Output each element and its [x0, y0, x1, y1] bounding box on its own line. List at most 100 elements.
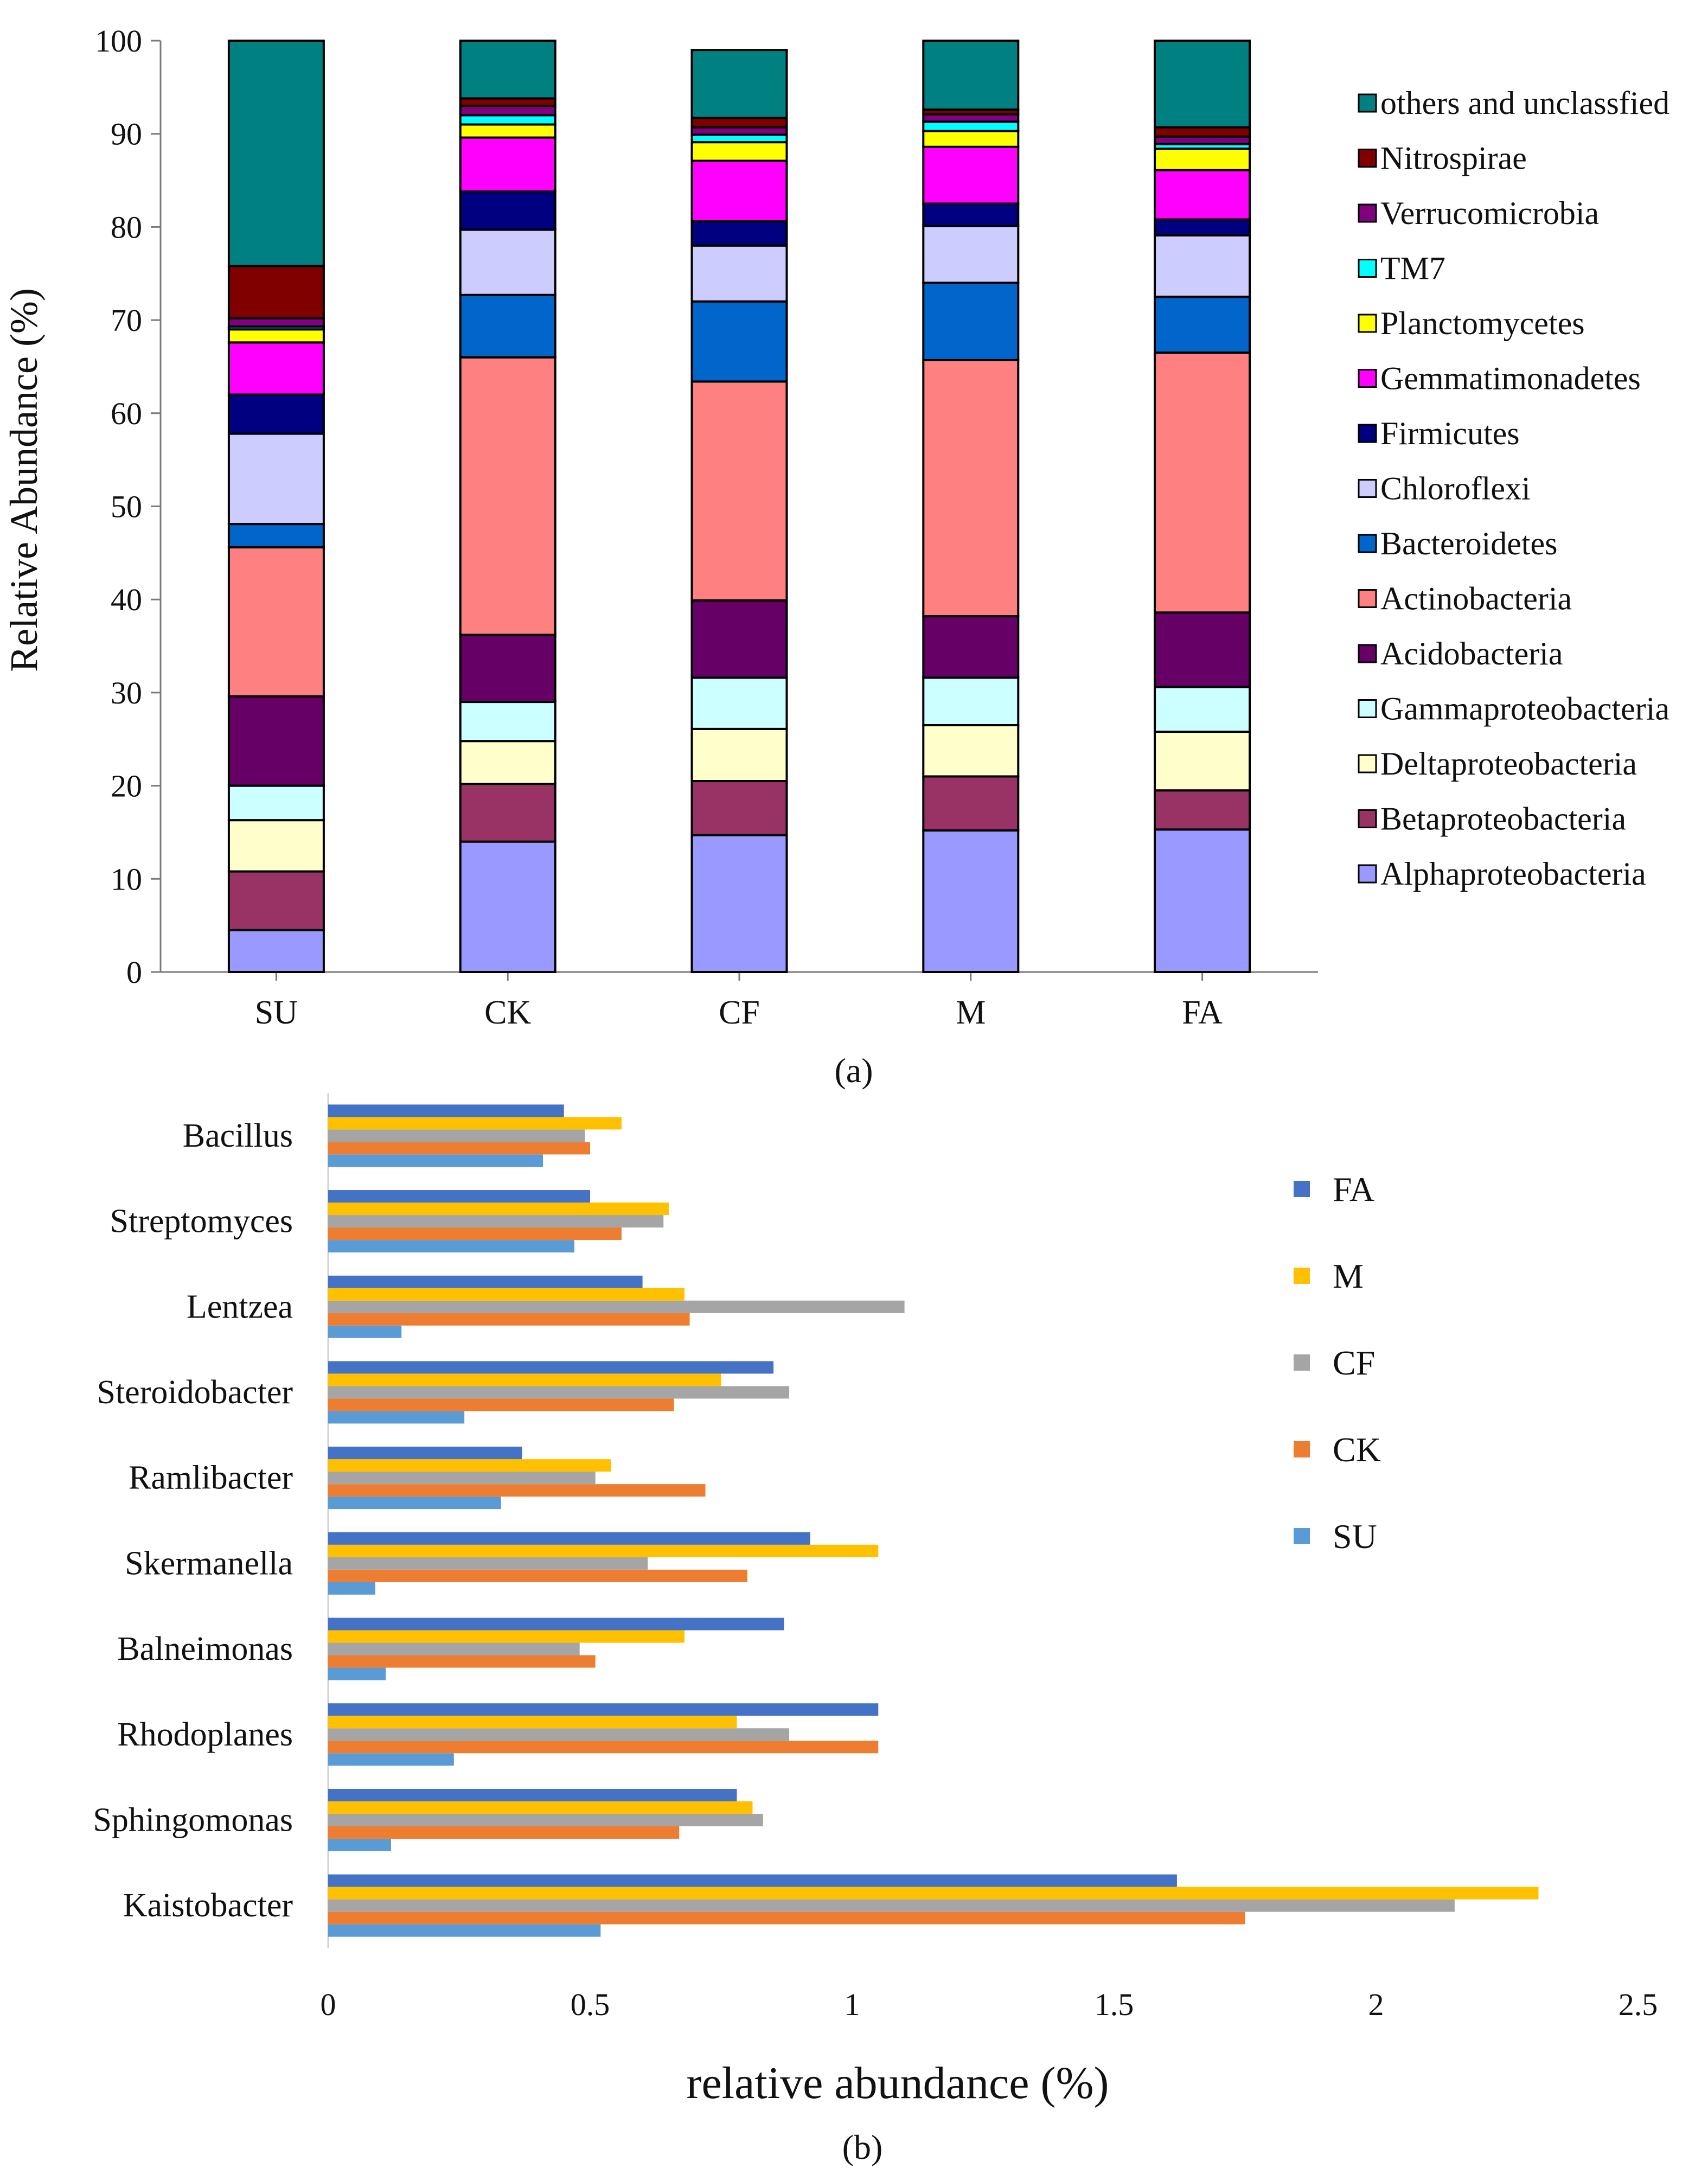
bar-segment-fa-actinobacteria: [1154, 351, 1251, 614]
panel-a-y-axis-title: Relative Abundance (%): [2, 288, 46, 672]
bar-segment-ck-betaproteobacteria: [459, 783, 556, 843]
panel-a-x-tick-label: FA: [1182, 994, 1223, 1031]
bar-sphingomonas-m: [328, 1801, 753, 1814]
bar-kaistobacter-m: [328, 1887, 1539, 1900]
bar-segment-cf-nitrospirae: [690, 117, 788, 129]
panel-a-y-tick-label: 40: [111, 582, 142, 617]
bar-streptomyces-m: [328, 1203, 669, 1216]
bar-segment-m-others-and-unclassfied: [922, 40, 1020, 111]
bar-segment-su-betaproteobacteria: [227, 870, 325, 931]
bar-segment-cf-planctomycetes: [690, 141, 788, 162]
bar-kaistobacter-su: [328, 1924, 601, 1937]
legend-label-verrucomicrobia: Verrucomicrobia: [1380, 195, 1599, 231]
bar-lentzea-fa: [328, 1275, 643, 1288]
legend-swatch-fa: [1294, 1181, 1310, 1197]
panel-b-x-axis-title: relative abundance (%): [687, 2058, 1109, 2108]
panel-b-category-label: Ramlibacter: [129, 1460, 293, 1497]
panel-b-category-label: Balneimonas: [117, 1630, 293, 1667]
legend-label-actinobacteria: Actinobacteria: [1380, 581, 1572, 617]
legend-label-betaproteobacteria: Betaproteobacteria: [1380, 801, 1626, 837]
legend-label-acidobacteria: Acidobacteria: [1380, 636, 1563, 672]
legend-swatch-alphaproteobacteria: [1358, 864, 1377, 884]
bar-segment-cf-chloroflexi: [690, 244, 788, 303]
legend-label-firmicutes: Firmicutes: [1380, 415, 1520, 451]
legend-label-chloroflexi: Chloroflexi: [1380, 471, 1531, 507]
panel-a-y-tick-label: 90: [111, 117, 142, 152]
panel-a-bars: [227, 40, 1251, 973]
bar-lentzea-su: [328, 1325, 402, 1338]
bar-lentzea-ck: [328, 1313, 690, 1326]
bar-sphingomonas-ck: [328, 1826, 680, 1839]
bar-segment-ck-alphaproteobacteria: [459, 840, 556, 973]
legend-label-gammaproteobacteria: Gammaproteobacteria: [1380, 691, 1669, 727]
bar-sphingomonas-cf: [328, 1813, 763, 1826]
panel-a-y-tick-label: 30: [111, 675, 142, 711]
bar-segment-su-planctomycetes: [227, 328, 325, 344]
bar-rhodoplanes-ck: [328, 1741, 879, 1754]
bar-segment-ck-bacteroidetes: [459, 293, 556, 359]
bar-segment-cf-gemmatimonadetes: [690, 159, 788, 223]
bar-kaistobacter-ck: [328, 1911, 1245, 1924]
bar-segment-m-deltaproteobacteria: [922, 724, 1020, 778]
bar-segment-ck-gammaproteobacteria: [459, 701, 556, 743]
bar-segment-cf-tm7: [690, 133, 788, 144]
panel-a-x-tick-label: SU: [255, 994, 298, 1031]
bar-segment-fa-acidobacteria: [1154, 611, 1251, 688]
panel-b-x-tick-label: 1.5: [1095, 1987, 1134, 2022]
bar-streptomyces-su: [328, 1240, 575, 1253]
legend-swatch-bacteroidetes: [1358, 534, 1377, 553]
legend-swatch-m: [1294, 1268, 1310, 1284]
bar-segment-cf-bacteroidetes: [690, 300, 788, 383]
bar-rhodoplanes-cf: [328, 1728, 790, 1741]
bar-skermanella-m: [328, 1544, 879, 1557]
panel-b-x-tick-label: 2.5: [1619, 1987, 1658, 2022]
bar-segment-su-verrucomicrobia: [227, 317, 325, 328]
bar-segment-ck-gemmatimonadetes: [459, 136, 556, 193]
bar-segment-m-betaproteobacteria: [922, 775, 1020, 832]
bar-segment-su-gemmatimonadetes: [227, 341, 325, 396]
panel-a-legend: others and unclassfied Nitrospirae Verruco…: [1358, 85, 1669, 892]
bar-segment-fa-betaproteobacteria: [1154, 789, 1251, 831]
bar-segment-m-alphaproteobacteria: [922, 829, 1020, 973]
legend-label-fa: FA: [1333, 1170, 1374, 1209]
panel-a-y-tick-label: 10: [111, 861, 142, 897]
legend-label-su: SU: [1333, 1517, 1377, 1556]
legend-label-cf: CF: [1333, 1344, 1375, 1382]
bar-streptomyces-ck: [328, 1227, 622, 1241]
bar-segment-su-alphaproteobacteria: [227, 929, 325, 973]
bar-segment-m-gammaproteobacteria: [922, 676, 1020, 726]
bar-segment-ck-tm7: [459, 114, 556, 126]
legend-swatch-ck: [1294, 1441, 1310, 1457]
panel-a-x-tick-label: CK: [484, 994, 531, 1031]
bar-lentzea-cf: [328, 1300, 905, 1313]
panel-b-x-tick-label: 2: [1368, 1987, 1384, 2022]
bar-segment-cf-others-and-unclassfied: [690, 49, 788, 119]
bar-segment-fa-nitrospirae: [1154, 126, 1251, 138]
bar-kaistobacter-fa: [328, 1874, 1177, 1887]
bar-balneimonas-fa: [328, 1617, 784, 1630]
legend-label-deltaproteobacteria: Deltaproteobacteria: [1380, 746, 1637, 782]
bar-skermanella-fa: [328, 1532, 810, 1545]
legend-label-gemmatimonadetes: Gemmatimonadetes: [1380, 361, 1641, 397]
bar-rhodoplanes-fa: [328, 1703, 879, 1716]
bar-steroidobacter-m: [328, 1373, 721, 1386]
legend-swatch-betaproteobacteria: [1358, 809, 1377, 828]
bar-segment-fa-gammaproteobacteria: [1154, 686, 1251, 733]
bar-segment-m-gemmatimonadetes: [922, 145, 1020, 205]
legend-label-bacteroidetes: Bacteroidetes: [1380, 526, 1558, 561]
panel-a-y-tick-label: 80: [111, 209, 142, 245]
bar-segment-cf-gammaproteobacteria: [690, 676, 788, 730]
bar-bacillus-ck: [328, 1142, 590, 1155]
panel-a-x-tick-label: CF: [719, 994, 760, 1031]
bar-segment-fa-others-and-unclassfied: [1154, 40, 1251, 129]
bar-segment-cf-acidobacteria: [690, 599, 788, 679]
bar-skermanella-ck: [328, 1569, 747, 1582]
panel-a-y-tick-label: 60: [111, 396, 142, 431]
legend-label-m: M: [1333, 1257, 1364, 1295]
bar-rhodoplanes-su: [328, 1753, 454, 1766]
panel-b-bars: [328, 1104, 1539, 1937]
panel-a-caption-label: (a): [834, 1051, 873, 1090]
legend-swatch-deltaproteobacteria: [1358, 754, 1377, 773]
legend-swatch-gemmatimonadetes: [1358, 369, 1377, 388]
